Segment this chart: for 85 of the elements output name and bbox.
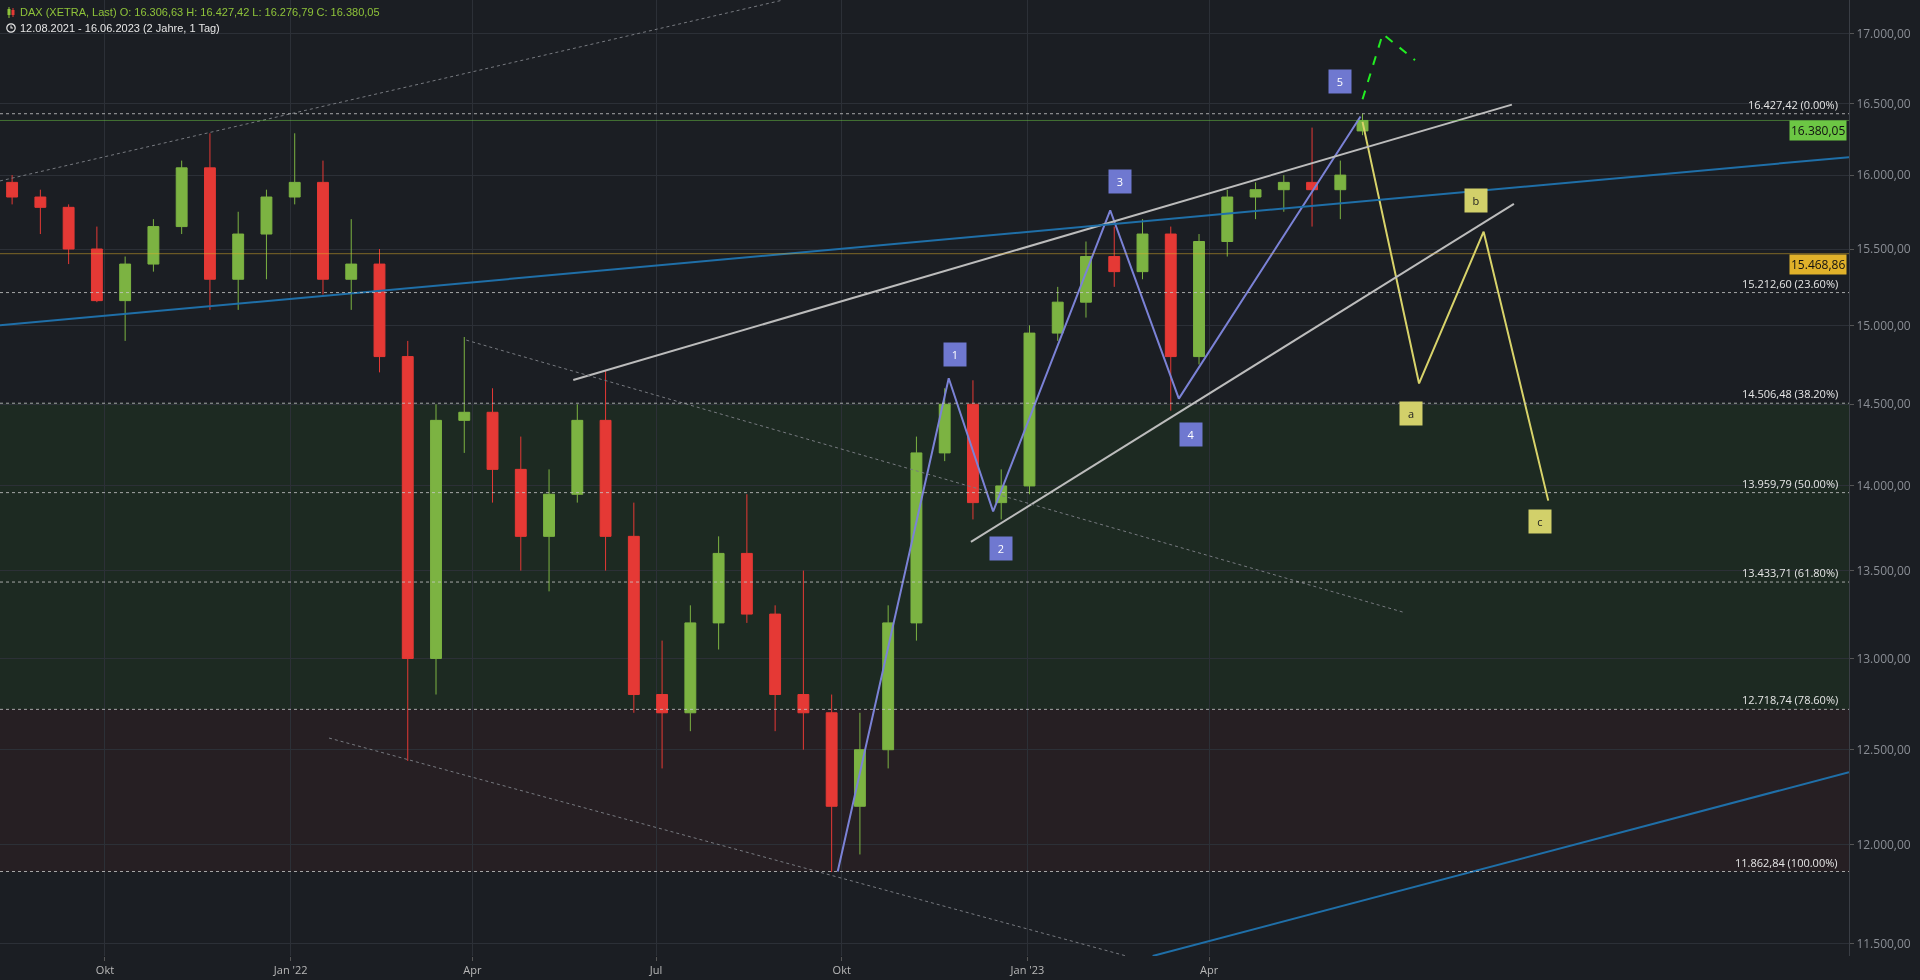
ref-line-label: 16.427,42 (0.00%) — [1748, 97, 1838, 112]
annotation: 4 — [1187, 427, 1195, 442]
y-tick-label: 11.500,00 — [1856, 935, 1911, 953]
candlestick — [740, 493, 753, 624]
ref-line-label: 15.468,86 — [1791, 256, 1846, 273]
ref-line-label: 13.959,79 (50.00%) — [1742, 476, 1839, 491]
annotation: 3 — [1116, 174, 1124, 189]
annotation: c — [1537, 514, 1543, 529]
ref-line-label: 11.862,84 (100.00%) — [1735, 855, 1838, 870]
x-tick-label: Apr — [1200, 962, 1219, 978]
candlestick — [543, 468, 555, 592]
y-tick-label: 17.000,00 — [1856, 25, 1911, 43]
annotation: b — [1472, 193, 1480, 208]
candlestick — [825, 694, 838, 873]
candlestick — [430, 403, 442, 696]
candlestick — [119, 256, 132, 342]
candlestick — [1164, 226, 1177, 412]
candlestick — [712, 535, 725, 650]
line-series — [836, 115, 1362, 873]
candlestick — [90, 226, 103, 303]
y-tick-label: 16.500,00 — [1856, 94, 1911, 112]
y-tick-label: 12.500,00 — [1856, 740, 1911, 758]
candlestick — [1334, 160, 1347, 220]
y-tick-label: 13.500,00 — [1856, 561, 1911, 579]
candlestick — [1277, 174, 1290, 213]
x-tick-label: Jan '23 — [1009, 962, 1045, 978]
line-series — [1361, 120, 1550, 502]
candlestick — [656, 640, 669, 769]
x-tick-label: Apr — [463, 962, 482, 978]
candlestick — [373, 248, 386, 373]
candlestick — [967, 379, 979, 520]
y-tick-label: 14.000,00 — [1856, 477, 1911, 495]
x-tick-label: Okt — [95, 962, 115, 978]
candlestick — [910, 436, 923, 642]
x-tick-label: Jul — [648, 962, 663, 978]
text: 12.08.2021 - 16.06.2023 (2 Jahre, 1 Tag) — [20, 21, 220, 36]
candlestick — [260, 189, 273, 280]
candlestick — [571, 403, 584, 504]
y-tick-label: 13.000,00 — [1856, 649, 1911, 667]
candlestick — [1193, 233, 1205, 365]
candlestick — [684, 604, 697, 732]
candlestick — [62, 203, 75, 265]
candlestick — [1136, 218, 1149, 280]
candlestick — [514, 436, 527, 572]
ref-line-label: 16.380,05 — [1791, 122, 1846, 139]
candlestick — [1023, 324, 1036, 495]
annotation: 2 — [997, 541, 1005, 556]
x-tick-label: Jan '22 — [272, 962, 308, 978]
text: DAX (XETRA, Last) O: 16.306,63 H: 16.427,42 L: 16.276,79 C: 16.380,05 — [20, 5, 380, 20]
y-tick-label: 16.000,00 — [1856, 166, 1911, 184]
candlestick — [203, 132, 216, 311]
ref-line-label: 15.212,60 (23.60%) — [1742, 276, 1839, 291]
candlestick — [175, 160, 188, 235]
candlestick — [769, 604, 782, 732]
candlestick — [882, 604, 895, 769]
candlestick — [317, 160, 329, 295]
candlestick — [1108, 226, 1121, 288]
annotation: a — [1407, 406, 1415, 421]
y-tick-label: 15.500,00 — [1856, 240, 1911, 258]
candlestick — [458, 336, 471, 454]
y-tick-label: 12.000,00 — [1856, 835, 1911, 853]
y-tick-label: 14.500,00 — [1856, 395, 1911, 413]
x-tick-label: Okt — [832, 962, 851, 978]
annotation: 5 — [1336, 74, 1344, 89]
ref-line-label: 13.433,71 (61.80%) — [1742, 565, 1839, 580]
annotation: 1 — [951, 347, 959, 362]
candlestick — [401, 340, 414, 762]
candlestick — [627, 502, 640, 714]
candlestick — [1249, 181, 1262, 220]
candlestick — [486, 387, 499, 504]
y-tick-label: 15.000,00 — [1856, 316, 1911, 334]
candlestick — [232, 211, 245, 311]
candlestick — [1221, 189, 1234, 258]
ref-line-label: 12.718,74 (78.60%) — [1742, 692, 1839, 707]
candlestick — [6, 174, 19, 205]
candlestick — [1306, 127, 1318, 228]
candlestick — [1051, 286, 1064, 342]
candlestick — [147, 218, 160, 273]
candlestick — [797, 570, 810, 751]
candlestick — [938, 387, 951, 462]
ref-line-label: 14.506,48 (38.20%) — [1742, 386, 1839, 401]
candlestick — [34, 189, 47, 235]
candlestick — [599, 370, 612, 572]
candlestick — [345, 218, 358, 311]
candlestick — [288, 132, 301, 205]
